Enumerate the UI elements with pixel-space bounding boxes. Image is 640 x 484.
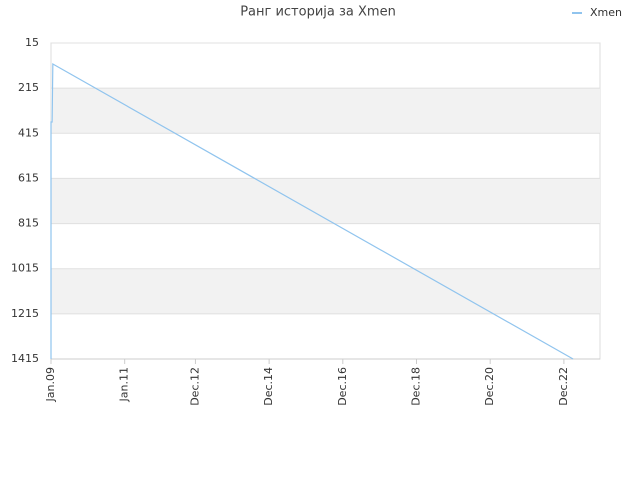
x-tick-label: Dec.14 [262,367,275,406]
y-tick-label: 215 [18,81,39,94]
chart-title: Ранг историја за Xmen [240,5,396,20]
y-tick-label: 1215 [11,307,39,320]
legend-label: Xmen [590,6,622,19]
y-tick-label: 415 [18,126,39,139]
x-tick-label: Dec.16 [336,367,349,406]
y-tick-label: 15 [25,36,39,49]
grid-band [51,178,600,224]
y-tick-label: 1015 [11,262,39,275]
grid-band [51,268,600,314]
y-tick-label: 1415 [11,352,39,365]
x-tick-label: Dec.20 [483,367,496,406]
x-tick-label: Jan.09 [44,367,57,402]
x-tick-label: Dec.18 [410,367,423,406]
grid-band [51,88,600,134]
line [50,62,574,360]
x-tick-label: Jan.11 [118,367,131,402]
y-tick-label: 615 [18,171,39,184]
x-tick-label: Dec.22 [557,367,570,406]
y-tick-label: 815 [18,217,39,230]
x-tick-label: Dec.12 [188,367,201,406]
